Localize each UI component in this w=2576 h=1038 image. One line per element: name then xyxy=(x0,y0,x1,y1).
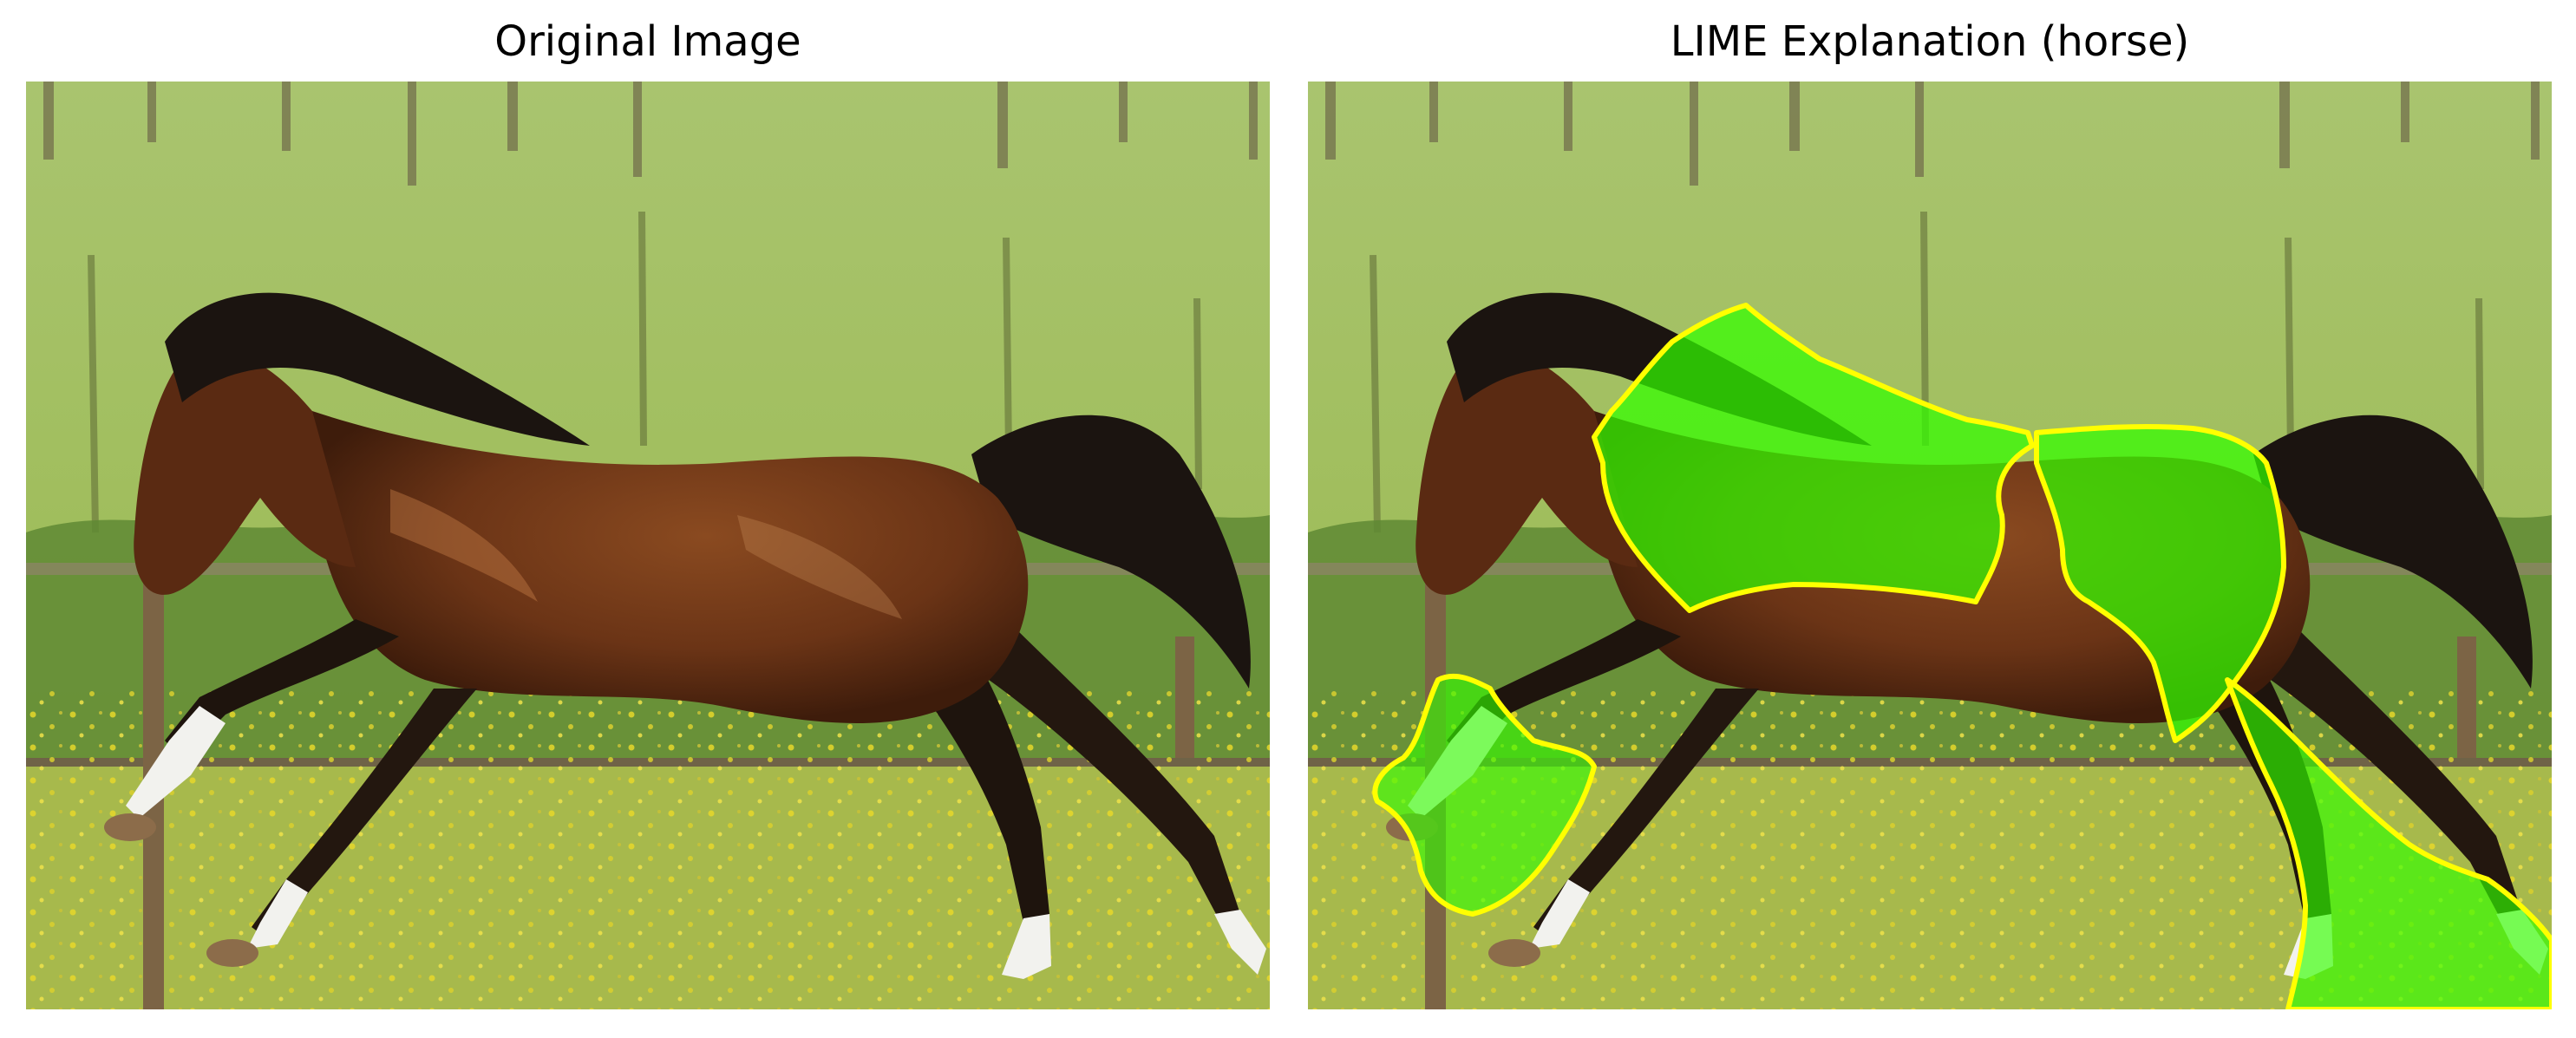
lime-superpixels xyxy=(1372,303,2552,1009)
original-image-title: Original Image xyxy=(494,17,801,66)
lime-explanation-panel xyxy=(1308,82,2552,1009)
original-image-panel xyxy=(26,82,1270,1009)
lime-explanation-title: LIME Explanation (horse) xyxy=(1670,17,2190,66)
superpixel-shoulder xyxy=(1592,303,2035,613)
superpixel-meadow-left xyxy=(1372,673,1597,917)
superpixel-hindquarter xyxy=(2034,423,2286,743)
superpixel-meadow-right xyxy=(2225,677,2552,1009)
original-horse-image xyxy=(26,82,1270,1009)
lime-overlay-image xyxy=(1308,82,2552,1009)
